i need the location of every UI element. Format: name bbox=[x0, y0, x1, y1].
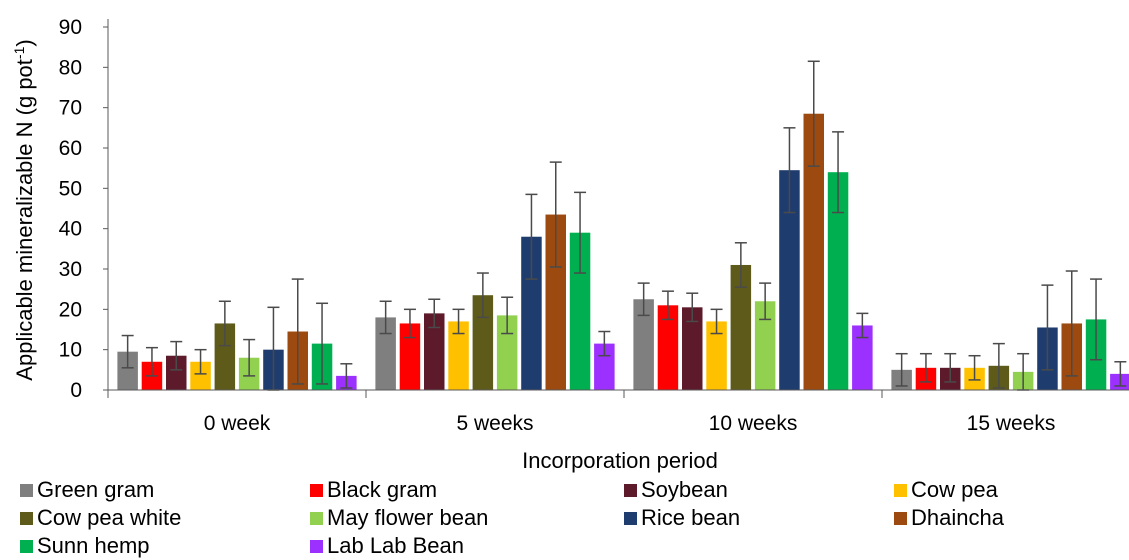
bar-sunn-hemp bbox=[569, 232, 591, 390]
x-axis-ticks: 0 week 5 weeks 10 weeks 15 weeks bbox=[107, 390, 1056, 435]
legend-swatch bbox=[20, 539, 33, 553]
legend-label: Sunn hemp bbox=[37, 533, 150, 558]
legend-swatch bbox=[310, 511, 323, 525]
bar-cow-pea bbox=[706, 321, 727, 390]
y-tick-label: 20 bbox=[59, 298, 82, 321]
legend-label: May flower bean bbox=[327, 505, 489, 530]
bar-black-gram bbox=[399, 323, 421, 390]
bar-green-gram bbox=[117, 351, 138, 390]
bar-cow-pea-white bbox=[730, 264, 752, 390]
legend-label: Green gram bbox=[37, 477, 155, 502]
y-tick-label: 90 bbox=[59, 16, 82, 39]
error-bars bbox=[121, 60, 1127, 391]
bar-green-gram bbox=[375, 317, 396, 390]
y-axis-title: Applicable mineralizable N (g pot-1) bbox=[11, 39, 37, 380]
legend-label: Cow pea white bbox=[37, 505, 182, 530]
legend-item: Dhaincha bbox=[894, 504, 1004, 532]
legend-item: Rice bean bbox=[624, 504, 740, 532]
bar-lab-lab-bean bbox=[852, 325, 873, 390]
y-axis-title-main: Applicable mineralizable N (g pot bbox=[12, 59, 37, 381]
bar-rice-bean bbox=[779, 170, 800, 390]
bar-soybean bbox=[682, 307, 703, 390]
legend-item: Lab Lab Bean bbox=[310, 532, 464, 560]
y-tick-label: 30 bbox=[59, 258, 82, 281]
legend-label: Cow pea bbox=[911, 477, 998, 502]
y-tick-label: 50 bbox=[59, 177, 82, 200]
bar-series bbox=[117, 113, 1129, 390]
legend-item: Cow pea bbox=[894, 476, 998, 504]
legend-label: Dhaincha bbox=[911, 505, 1004, 530]
bar-rice-bean bbox=[521, 236, 542, 390]
legend-swatch bbox=[310, 539, 323, 553]
legend-item: Green gram bbox=[20, 476, 154, 504]
legend-swatch bbox=[894, 511, 907, 525]
bar-green-gram bbox=[633, 299, 654, 390]
axes bbox=[107, 19, 1129, 391]
bar-cow-pea bbox=[190, 361, 211, 390]
bar-soybean bbox=[424, 313, 445, 390]
bar-cow-pea-white bbox=[472, 295, 494, 390]
legend-label: Lab Lab Bean bbox=[327, 533, 465, 558]
y-axis-title-superscript: -1 bbox=[11, 46, 27, 59]
bar-dhaincha bbox=[545, 214, 566, 390]
bar-soybean bbox=[166, 355, 187, 390]
y-axis-ticks: 0 10 20 30 40 50 60 70 80 90 bbox=[59, 16, 108, 402]
legend-swatch bbox=[20, 511, 33, 525]
y-axis-title-close: ) bbox=[12, 39, 37, 46]
bar-lab-lab-bean bbox=[1110, 373, 1129, 390]
y-tick-label: 70 bbox=[59, 97, 82, 120]
bar-dhaincha bbox=[803, 113, 824, 390]
x-tick-label: 5 weeks bbox=[456, 412, 533, 435]
legend-item: May flower bean bbox=[310, 504, 488, 532]
bar-cow-pea-white bbox=[214, 323, 236, 390]
legend-swatch bbox=[624, 483, 637, 497]
legend-swatch bbox=[624, 511, 637, 525]
y-tick-label: 60 bbox=[59, 137, 82, 160]
legend-item: Soybean bbox=[624, 476, 728, 504]
x-tick-label: 15 weeks bbox=[967, 412, 1056, 435]
x-axis-title: Incorporation period bbox=[522, 448, 718, 473]
bar-cow-pea bbox=[448, 321, 469, 390]
y-tick-label: 10 bbox=[59, 339, 82, 362]
legend-swatch bbox=[310, 483, 323, 497]
bar-may-flower-bean bbox=[754, 301, 776, 390]
bar-sunn-hemp bbox=[827, 172, 849, 390]
legend-label: Black gram bbox=[327, 477, 438, 502]
y-tick-label: 0 bbox=[70, 379, 82, 402]
y-tick-label: 40 bbox=[59, 218, 82, 241]
legend-swatch bbox=[894, 483, 907, 497]
legend-label: Soybean bbox=[641, 477, 728, 502]
x-tick-label: 10 weeks bbox=[709, 412, 798, 435]
legend-item: Sunn hemp bbox=[20, 532, 150, 560]
x-tick-label: 0 week bbox=[204, 412, 271, 435]
y-tick-label: 80 bbox=[59, 56, 82, 79]
legend-swatch bbox=[20, 483, 33, 497]
legend-item: Black gram bbox=[310, 476, 437, 504]
legend-label: Rice bean bbox=[641, 505, 741, 530]
bar-chart: 0 10 20 30 40 50 60 70 80 90 0 week 5 weeks 10 week… bbox=[11, 16, 1129, 473]
bar-black-gram bbox=[657, 305, 679, 390]
legend-item: Cow pea white bbox=[20, 504, 181, 532]
